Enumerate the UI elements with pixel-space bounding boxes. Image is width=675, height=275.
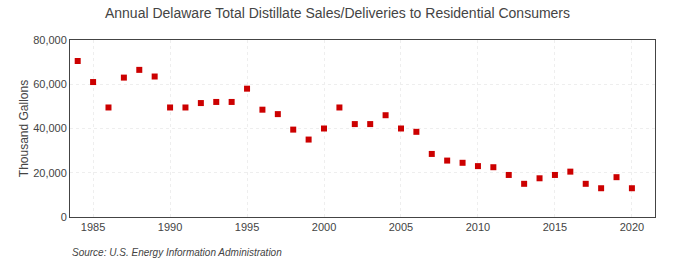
svg-text:80,000: 80,000 — [33, 34, 67, 46]
svg-text:40,000: 40,000 — [33, 122, 67, 134]
svg-text:2020: 2020 — [620, 221, 644, 233]
svg-text:1995: 1995 — [235, 221, 259, 233]
svg-text:Thousand Gallons: Thousand Gallons — [17, 80, 31, 177]
svg-text:2000: 2000 — [312, 221, 336, 233]
svg-text:Annual Delaware Total Distilla: Annual Delaware Total Distillate Sales/D… — [105, 5, 570, 21]
svg-text:Source: U.S. Energy Informatio: Source: U.S. Energy Information Administ… — [72, 247, 282, 258]
svg-text:1990: 1990 — [158, 221, 182, 233]
svg-text:20,000: 20,000 — [33, 167, 67, 179]
svg-text:0: 0 — [61, 211, 67, 223]
svg-text:2015: 2015 — [543, 221, 567, 233]
svg-text:2005: 2005 — [389, 221, 413, 233]
svg-text:60,000: 60,000 — [33, 78, 67, 90]
svg-text:1985: 1985 — [81, 221, 105, 233]
svg-text:2010: 2010 — [466, 221, 490, 233]
